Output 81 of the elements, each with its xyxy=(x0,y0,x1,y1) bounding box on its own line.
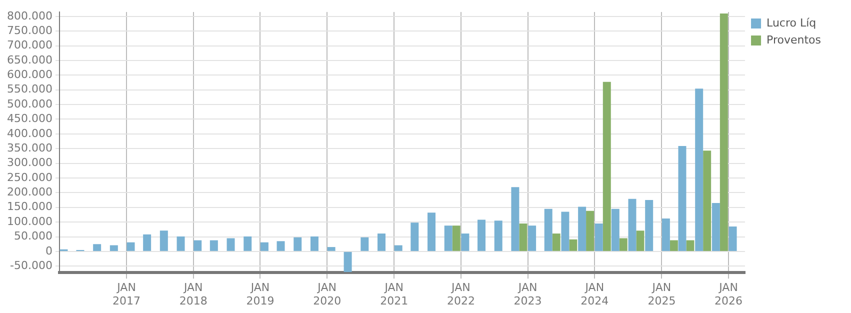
bar xyxy=(294,237,302,251)
y-tick-label: 550.000 xyxy=(6,82,52,96)
x-tick-label: JAN 2023 xyxy=(514,281,542,308)
bar xyxy=(276,241,285,251)
bar xyxy=(519,224,528,251)
bar xyxy=(586,210,594,251)
bar xyxy=(602,82,611,251)
bar xyxy=(360,237,369,251)
bar xyxy=(561,212,570,251)
bar xyxy=(578,206,586,251)
y-tick-label: 750.000 xyxy=(6,24,52,37)
bar xyxy=(695,88,704,251)
bar xyxy=(327,247,336,251)
bar xyxy=(686,240,694,251)
y-tick-label: 500.000 xyxy=(6,97,52,110)
bar xyxy=(210,240,218,251)
bar xyxy=(143,234,152,251)
bar xyxy=(444,226,452,251)
bar xyxy=(552,234,560,251)
x-tick-label: JAN 2025 xyxy=(648,281,676,308)
bar xyxy=(226,238,235,251)
bar xyxy=(636,230,644,251)
bar xyxy=(611,208,620,251)
bar xyxy=(244,236,252,251)
y-tick-label: 800.000 xyxy=(6,9,52,22)
y-tick-label: 250.000 xyxy=(6,170,52,184)
bar xyxy=(511,187,520,251)
bar xyxy=(194,240,202,251)
bar xyxy=(93,244,102,251)
bar xyxy=(728,226,737,251)
bar xyxy=(619,238,628,251)
bar xyxy=(569,239,578,251)
y-tick-label: 400.000 xyxy=(6,126,52,140)
x-tick-label: JAN 2026 xyxy=(714,281,743,308)
bar xyxy=(461,234,470,251)
bar xyxy=(160,230,168,251)
y-tick-label: 150.000 xyxy=(6,200,52,214)
legend-label: Lucro Líq xyxy=(766,16,816,30)
x-tick-label: JAN 2019 xyxy=(246,281,274,308)
bar xyxy=(594,224,603,251)
bar xyxy=(310,236,318,251)
y-tick-label: -50.000 xyxy=(10,258,52,272)
y-tick-label: 650.000 xyxy=(6,53,52,66)
x-tick-label: JAN 2020 xyxy=(313,281,342,308)
bar xyxy=(410,222,419,251)
bar xyxy=(394,245,402,251)
bar xyxy=(703,150,712,251)
bar xyxy=(344,252,352,272)
x-tick-label: JAN 2017 xyxy=(112,281,141,308)
bar xyxy=(712,202,720,251)
x-tick-label: JAN 2018 xyxy=(179,281,208,308)
bar xyxy=(670,240,678,251)
y-tick-label: 0 xyxy=(45,244,52,258)
y-tick-label: 200.000 xyxy=(6,186,52,199)
bar xyxy=(478,220,486,251)
bar xyxy=(428,212,436,251)
y-tick-label: 50.000 xyxy=(14,230,52,243)
bar xyxy=(720,13,728,251)
bar xyxy=(378,234,386,251)
x-tick-label: JAN 2021 xyxy=(380,281,408,308)
y-tick-label: 350.000 xyxy=(6,141,52,154)
bar xyxy=(662,218,670,251)
bar xyxy=(494,220,502,251)
bar xyxy=(678,146,686,251)
x-tick-label: JAN 2022 xyxy=(446,281,475,308)
bar xyxy=(176,236,185,251)
bar xyxy=(528,226,536,251)
y-tick-label: 600.000 xyxy=(6,68,52,82)
bar xyxy=(452,226,460,251)
bar xyxy=(645,200,654,251)
y-tick-label: 300.000 xyxy=(6,156,52,170)
bar xyxy=(126,242,135,251)
bar xyxy=(628,198,636,251)
x-tick-label: JAN 2024 xyxy=(580,281,609,308)
y-tick-label: 700.000 xyxy=(6,38,52,52)
y-tick-label: 100.000 xyxy=(6,214,52,228)
bar xyxy=(260,242,268,251)
bar xyxy=(544,208,552,251)
bar xyxy=(110,245,118,251)
legend-label: Proventos xyxy=(766,33,822,46)
y-tick-label: 450.000 xyxy=(6,112,52,126)
